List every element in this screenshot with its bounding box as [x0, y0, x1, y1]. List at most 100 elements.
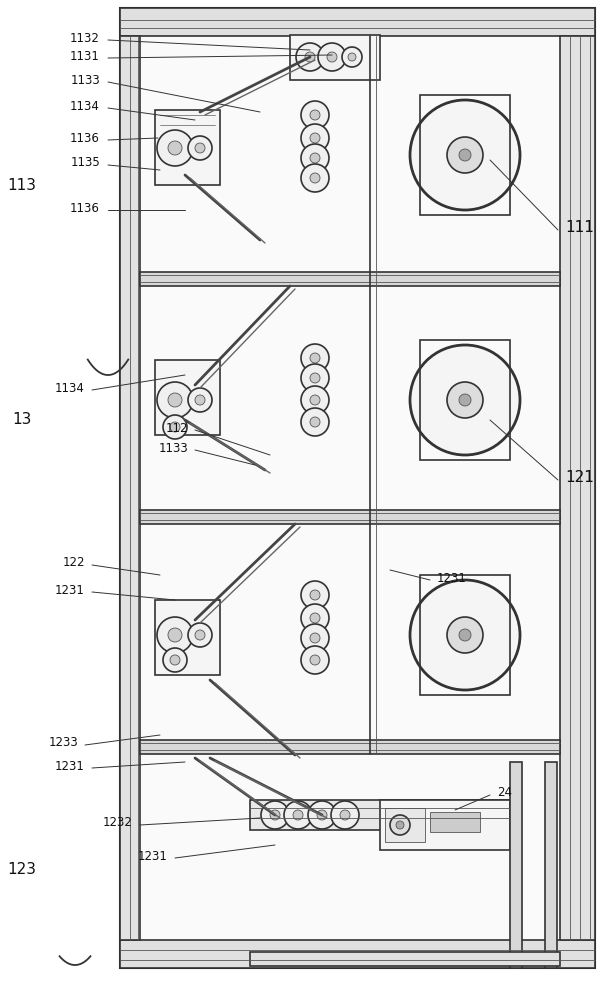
- Circle shape: [317, 810, 327, 820]
- Circle shape: [195, 143, 205, 153]
- Circle shape: [188, 388, 212, 412]
- Bar: [120, 36, 140, 940]
- Circle shape: [301, 164, 329, 192]
- Circle shape: [163, 648, 187, 672]
- Circle shape: [310, 613, 320, 623]
- Text: 1136: 1136: [70, 131, 100, 144]
- Circle shape: [301, 624, 329, 652]
- Circle shape: [459, 394, 471, 406]
- Circle shape: [195, 630, 205, 640]
- Text: 1133: 1133: [158, 442, 188, 454]
- Circle shape: [170, 655, 180, 665]
- Circle shape: [301, 386, 329, 414]
- Circle shape: [340, 810, 350, 820]
- Circle shape: [310, 655, 320, 665]
- Bar: [140, 740, 560, 754]
- Bar: [250, 952, 560, 966]
- Text: 1133: 1133: [70, 74, 100, 87]
- Text: 122: 122: [63, 556, 85, 570]
- Circle shape: [342, 47, 362, 67]
- Circle shape: [310, 153, 320, 163]
- Circle shape: [163, 415, 187, 439]
- Text: 1136: 1136: [70, 202, 100, 215]
- Circle shape: [301, 408, 329, 436]
- Bar: [510, 762, 522, 968]
- Circle shape: [310, 633, 320, 643]
- Circle shape: [305, 52, 315, 62]
- Circle shape: [301, 101, 329, 129]
- Circle shape: [447, 617, 483, 653]
- Circle shape: [390, 815, 410, 835]
- Bar: [420, 340, 510, 460]
- Circle shape: [459, 629, 471, 641]
- Circle shape: [410, 100, 520, 210]
- Bar: [380, 800, 510, 850]
- Circle shape: [188, 136, 212, 160]
- Circle shape: [170, 422, 180, 432]
- Circle shape: [157, 617, 193, 653]
- Bar: [140, 272, 560, 286]
- Bar: [545, 762, 557, 968]
- Circle shape: [293, 810, 303, 820]
- Circle shape: [261, 801, 289, 829]
- Circle shape: [310, 110, 320, 120]
- Bar: [155, 110, 220, 185]
- Circle shape: [301, 124, 329, 152]
- Bar: [290, 35, 380, 80]
- Circle shape: [396, 821, 404, 829]
- Circle shape: [270, 810, 280, 820]
- Text: 24: 24: [497, 786, 512, 800]
- Bar: [120, 940, 595, 968]
- Text: 1233: 1233: [48, 736, 78, 750]
- Bar: [385, 808, 425, 842]
- Circle shape: [310, 353, 320, 363]
- Circle shape: [168, 393, 182, 407]
- Circle shape: [410, 580, 520, 690]
- Circle shape: [301, 581, 329, 609]
- Circle shape: [301, 604, 329, 632]
- Circle shape: [301, 646, 329, 674]
- Text: 1134: 1134: [70, 100, 100, 112]
- Bar: [155, 360, 220, 435]
- Text: 1231: 1231: [138, 850, 168, 862]
- Circle shape: [348, 53, 356, 61]
- Circle shape: [310, 173, 320, 183]
- Circle shape: [301, 344, 329, 372]
- Text: 1132: 1132: [70, 31, 100, 44]
- Bar: [155, 600, 220, 675]
- Circle shape: [284, 801, 312, 829]
- Circle shape: [410, 345, 520, 455]
- Bar: [430, 812, 480, 832]
- Circle shape: [459, 149, 471, 161]
- Text: 1231: 1231: [55, 760, 85, 772]
- Text: 123: 123: [7, 862, 37, 878]
- Circle shape: [331, 801, 359, 829]
- Circle shape: [168, 141, 182, 155]
- Circle shape: [447, 382, 483, 418]
- Circle shape: [168, 628, 182, 642]
- Text: 121: 121: [565, 471, 594, 486]
- Bar: [120, 8, 595, 968]
- Circle shape: [157, 130, 193, 166]
- Circle shape: [188, 623, 212, 647]
- Circle shape: [327, 52, 337, 62]
- Circle shape: [195, 395, 205, 405]
- Circle shape: [310, 133, 320, 143]
- Bar: [420, 575, 510, 695]
- Text: 112: 112: [166, 422, 188, 434]
- Bar: [140, 510, 560, 524]
- Circle shape: [318, 43, 346, 71]
- Text: 1134: 1134: [55, 381, 85, 394]
- Circle shape: [296, 43, 324, 71]
- Text: 1231: 1231: [437, 572, 467, 584]
- Circle shape: [447, 137, 483, 173]
- Circle shape: [310, 395, 320, 405]
- Text: 1131: 1131: [70, 49, 100, 62]
- Text: 1232: 1232: [103, 816, 133, 830]
- Bar: [560, 36, 595, 940]
- Text: 1135: 1135: [70, 156, 100, 169]
- Circle shape: [310, 417, 320, 427]
- Text: 1231: 1231: [55, 584, 85, 596]
- Circle shape: [308, 801, 336, 829]
- Bar: [250, 800, 510, 830]
